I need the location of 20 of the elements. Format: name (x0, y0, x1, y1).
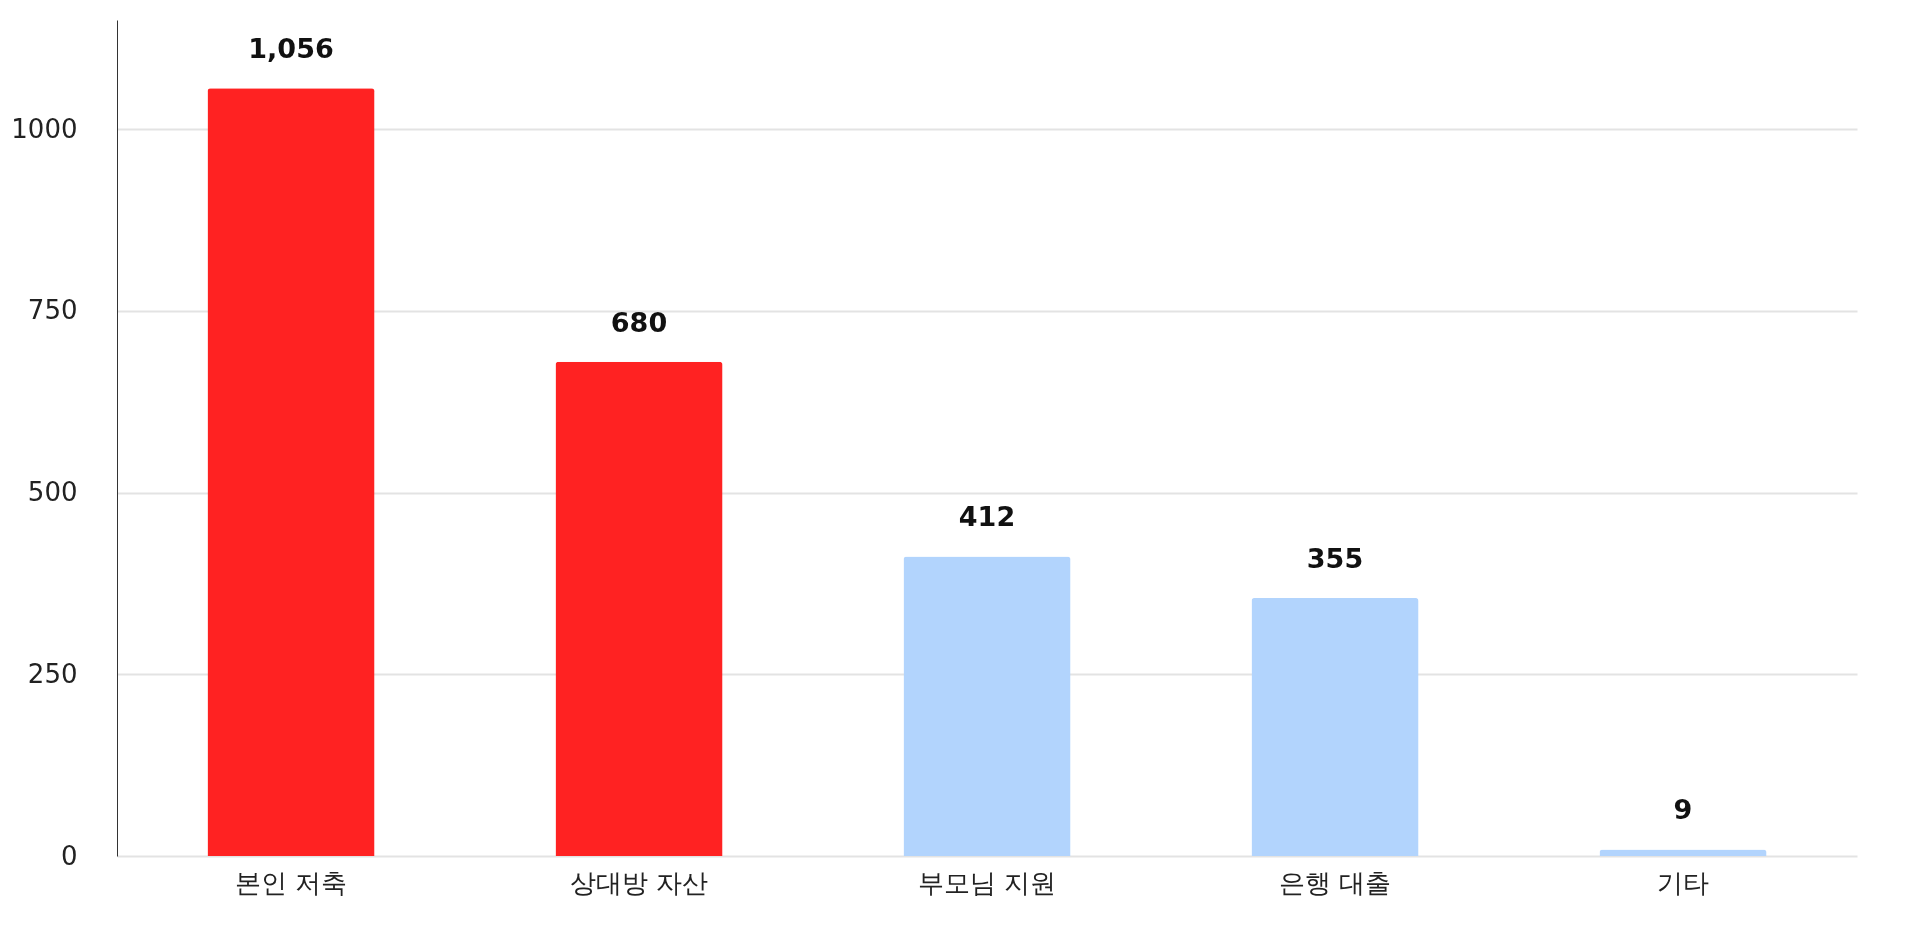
y-tick-label: 250 (27, 658, 78, 689)
x-tick-label: 상대방 자산 (569, 867, 709, 898)
x-tick-label: 기타 (1657, 867, 1709, 898)
y-tick-label: 0 (60, 840, 78, 871)
y-tick-label: 500 (27, 477, 78, 508)
bar (903, 556, 1071, 856)
bar (207, 88, 375, 856)
bar (1251, 597, 1419, 856)
data-label: 1,056 (248, 33, 334, 65)
data-label: 412 (958, 501, 1016, 533)
x-tick-label: 은행 대출 (1278, 867, 1392, 898)
data-label: 680 (610, 306, 668, 338)
bar (555, 361, 723, 856)
x-tick-label: 부모님 지원 (917, 867, 1057, 898)
bar (1599, 849, 1767, 856)
data-label: 355 (1306, 542, 1364, 574)
data-label: 9 (1673, 794, 1693, 826)
y-tick-label: 750 (27, 295, 78, 326)
x-tick-label: 본인 저축 (234, 867, 348, 898)
y-tick-label: 1000 (11, 113, 78, 144)
